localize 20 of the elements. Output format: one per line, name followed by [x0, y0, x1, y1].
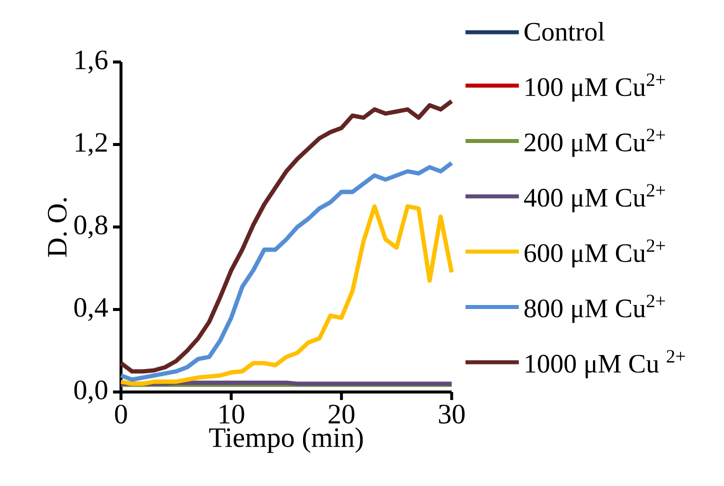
y-tick-label: 0,0 — [74, 380, 108, 404]
x-tick-label: 0 — [115, 404, 127, 424]
y-tick-label: 1,2 — [76, 133, 107, 156]
legend-label: 400 μM Cu$^{2+}$ — [524, 184, 665, 212]
x-tick-label: 30 — [439, 404, 465, 424]
y-tick-label: 1,6 — [76, 50, 108, 74]
x-tick-label: 20 — [328, 404, 354, 424]
line-series — [118, 99, 454, 374]
legend-label: 1000 μM Cu $^{2+}$ — [526, 350, 685, 378]
line-series — [118, 160, 454, 382]
x-axis-title: Tiempo (min) — [209, 427, 363, 453]
legend-label: Control — [524, 22, 604, 41]
legend-label: 600 μM Cu$^{2+}$ — [524, 239, 665, 268]
legend-label: 100 μM Cu$^{2+}$ — [526, 73, 665, 102]
y-axis-title: D. O. — [48, 198, 67, 257]
y-tick-label: 0,8 — [74, 216, 108, 238]
legend-label: 200 μM Cu$^{2+}$ — [524, 128, 665, 157]
legend-label: 800 μM Cu$^{2+}$ — [524, 294, 665, 323]
y-tick-label: 0,4 — [74, 298, 108, 321]
x-tick-label: 10 — [220, 404, 244, 424]
